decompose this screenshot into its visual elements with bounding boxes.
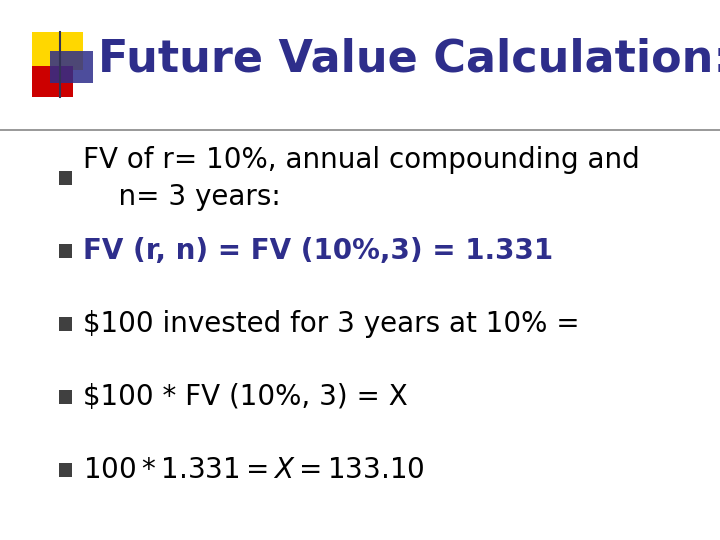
Text: Future Value Calculation:: Future Value Calculation:: [98, 37, 720, 80]
Text: FV of r= 10%, annual compounding and
    n= 3 years:: FV of r= 10%, annual compounding and n= …: [83, 146, 639, 211]
FancyBboxPatch shape: [59, 171, 72, 185]
FancyBboxPatch shape: [59, 317, 72, 331]
Text: $100 invested for 3 years at 10% =: $100 invested for 3 years at 10% =: [83, 310, 580, 338]
Text: $100 * 1.331 = X = $133.10: $100 * 1.331 = X = $133.10: [83, 456, 424, 484]
FancyBboxPatch shape: [50, 51, 93, 83]
Text: $100 * FV (10%, 3) = X: $100 * FV (10%, 3) = X: [83, 383, 408, 411]
FancyBboxPatch shape: [32, 66, 73, 97]
Text: FV (r, n) = FV (10%,3) = 1.331: FV (r, n) = FV (10%,3) = 1.331: [83, 237, 553, 265]
FancyBboxPatch shape: [59, 463, 72, 477]
FancyBboxPatch shape: [32, 32, 83, 70]
FancyBboxPatch shape: [59, 390, 72, 404]
FancyBboxPatch shape: [59, 244, 72, 258]
